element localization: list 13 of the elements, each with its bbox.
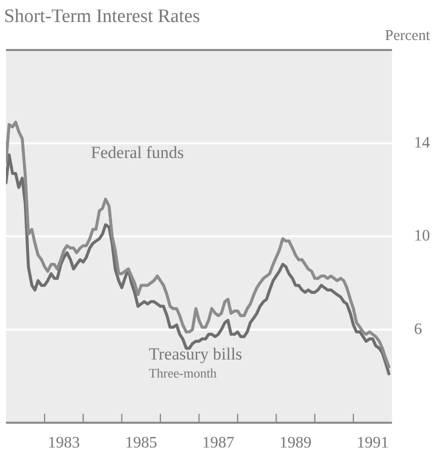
y-tick-label: 14 [414, 134, 430, 152]
x-tick-label: 1983 [48, 434, 80, 452]
text: Federal funds [90, 143, 184, 162]
x-tick-label: 1985 [125, 434, 158, 452]
x-tick-label: 1989 [280, 434, 312, 452]
chart-title: Short-Term Interest Rates [4, 6, 200, 27]
x-tick-label: 1991 [356, 434, 389, 452]
y-tick-label: 10 [414, 228, 430, 245]
x-tick-label: 1987 [202, 434, 234, 452]
y-axis-title: Percent [385, 28, 431, 44]
y-tick-label: 6 [414, 320, 422, 338]
annotation: Three-month [148, 365, 218, 380]
series-label: Treasury bills [148, 344, 242, 364]
